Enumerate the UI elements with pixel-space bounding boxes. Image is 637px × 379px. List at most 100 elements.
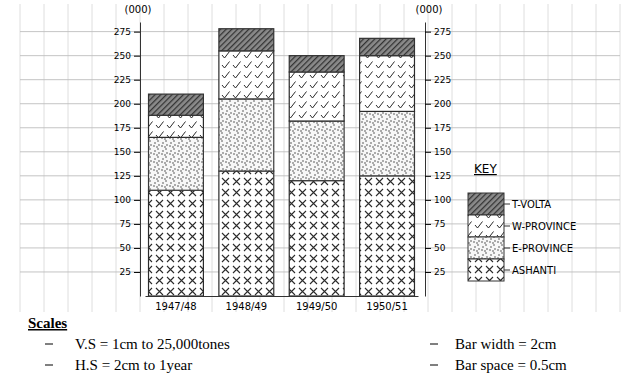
- chart-container: 25 50 75 100 125 150 175 200 225 250 275 25 50 75 100 1…: [0, 0, 637, 379]
- y2-axis: 255075100125150175200225250275: [425, 23, 451, 297]
- tick-label: 125: [434, 171, 451, 181]
- y2-tick: 50: [425, 243, 446, 253]
- y2-tick: 250: [425, 51, 451, 61]
- tick-label: 125: [114, 171, 131, 181]
- bars: [149, 29, 415, 296]
- bar-segment: [289, 56, 344, 72]
- tick-label: 50: [120, 243, 132, 253]
- tick-mark: [134, 128, 140, 129]
- note-item: Bar space = 0.5cm: [455, 357, 567, 373]
- legend-title: KEY: [474, 162, 497, 176]
- grid-line: [20, 31, 620, 32]
- bar-segment: [149, 115, 204, 137]
- paper-line: [20, 4, 21, 312]
- tick-label: 225: [434, 75, 451, 85]
- tick-mark: [134, 224, 140, 225]
- tick-mark: [425, 200, 431, 201]
- y2-tick: 100: [425, 195, 451, 205]
- tick-label: 1948/49: [226, 301, 268, 312]
- axis-line: [140, 23, 141, 297]
- y-tick: 75: [120, 219, 140, 229]
- tick-label: 75: [434, 219, 445, 229]
- legend-leader: [504, 204, 510, 205]
- paper-line: [212, 4, 213, 312]
- x-tick: 1950/51: [366, 296, 408, 312]
- tick-mark: [134, 104, 140, 105]
- tick-mark: [425, 176, 431, 177]
- y2-tick: 275: [425, 27, 451, 37]
- tick-label: 275: [114, 27, 131, 37]
- y2-tick: 200: [425, 99, 451, 109]
- notes-title: Scales: [28, 315, 67, 331]
- scales-notes: ScalesV.S = 1cm to 25,000tonesH.S = 2cm …: [28, 315, 567, 373]
- paper-line: [572, 4, 573, 312]
- x-axis: 1947/48 1948/49 1949/50 1950/51: [146, 296, 419, 312]
- bullet: [430, 365, 438, 366]
- tick-mark: [134, 56, 140, 57]
- bullet: [45, 344, 53, 345]
- tick-mark: [134, 152, 140, 153]
- legend-leader: [504, 270, 510, 271]
- tick-mark: [134, 80, 140, 81]
- bullet: [430, 344, 438, 345]
- y-axis: 25 50 75 100 125 150 175 200 225 250 275: [114, 23, 141, 297]
- paper-line: [92, 4, 93, 312]
- paper-line: [140, 4, 141, 312]
- tick-label: 275: [434, 27, 451, 37]
- tick-mark: [425, 128, 431, 129]
- legend-swatch: [468, 237, 504, 259]
- chart-svg: 25 50 75 100 125 150 175 200 225 250 275 25 50 75 100 1…: [0, 0, 637, 379]
- paper-grid: [20, 4, 620, 312]
- y-tick: 50: [120, 243, 140, 253]
- y2-tick: 225: [425, 75, 451, 85]
- x-tick: 1949/50: [296, 296, 338, 312]
- note-item: H.S = 2cm to 1year: [75, 357, 192, 373]
- bar-segment: [219, 29, 274, 51]
- y-tick: 200: [114, 99, 140, 109]
- axis-line: [146, 296, 419, 297]
- tick-label: 175: [114, 123, 131, 133]
- y-tick: 225: [114, 75, 140, 85]
- paper-line: [596, 4, 597, 312]
- bar-segment: [149, 94, 204, 115]
- legend-swatch: [468, 259, 504, 281]
- tick-mark: [425, 248, 431, 249]
- legend-label: E-PROVINCE: [512, 243, 573, 254]
- y2-tick: 75: [425, 219, 445, 229]
- legend-swatch: [468, 193, 504, 215]
- tick-label: 100: [114, 195, 131, 205]
- bar-segment: [360, 176, 415, 296]
- bar-segment: [289, 181, 344, 296]
- tick-mark: [425, 152, 431, 153]
- bar-segment: [149, 190, 204, 296]
- tick-label: 25: [434, 267, 445, 277]
- tick-label: 75: [120, 219, 131, 229]
- paper-line: [356, 4, 357, 312]
- tick-label: 200: [114, 99, 131, 109]
- legend-leader: [504, 226, 510, 227]
- bar-segment: [360, 38, 415, 55]
- bar-segment: [360, 56, 415, 112]
- tick-mark: [425, 104, 431, 105]
- paper-line: [620, 4, 621, 312]
- paper-line: [452, 4, 453, 312]
- tick-label: 150: [114, 147, 131, 157]
- y2-tick: 25: [425, 267, 445, 277]
- y-tick: 150: [114, 147, 140, 157]
- legend-leader: [504, 248, 510, 249]
- y-tick: 250: [114, 51, 140, 61]
- tick-label: 25: [120, 267, 131, 277]
- note-item: Bar width = 2cm: [455, 336, 557, 352]
- bar-segment: [149, 137, 204, 190]
- x-tick: 1948/49: [226, 296, 268, 312]
- bar-segment: [219, 99, 274, 171]
- tick-mark: [425, 224, 431, 225]
- tick-mark: [425, 272, 431, 273]
- legend-label: T-VOLTA: [511, 199, 551, 210]
- tick-label: 100: [434, 195, 451, 205]
- bar-segment: [289, 72, 344, 121]
- tick-label: 225: [114, 75, 131, 85]
- tick-mark: [134, 32, 140, 33]
- x-tick: 1947/48: [155, 296, 197, 312]
- y2-tick: 175: [425, 123, 451, 133]
